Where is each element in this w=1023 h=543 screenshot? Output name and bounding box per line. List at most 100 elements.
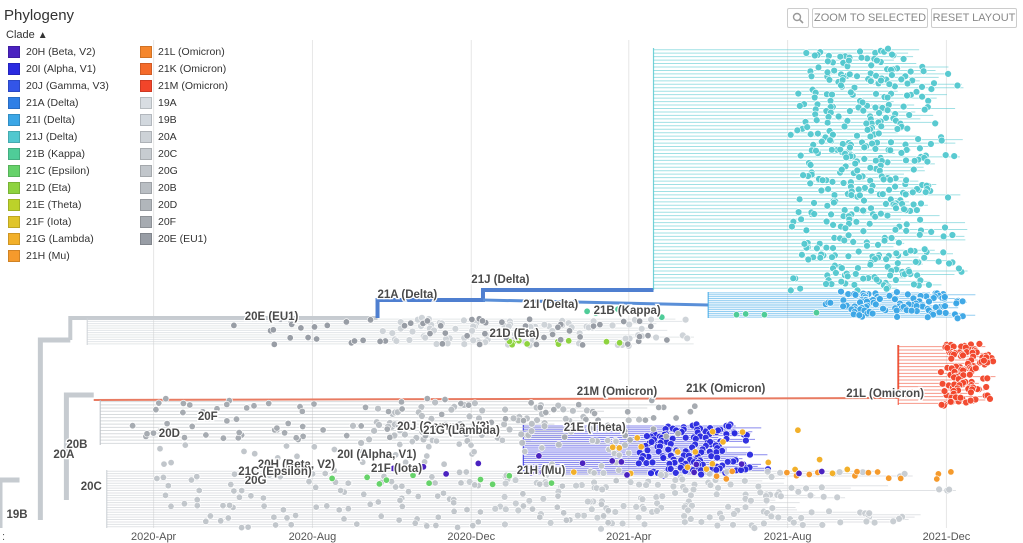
tip[interactable] (467, 441, 475, 449)
tip[interactable] (500, 493, 509, 501)
legend-item[interactable]: 21H (Mu) (8, 250, 70, 264)
tip[interactable] (616, 339, 624, 347)
tip[interactable] (349, 422, 357, 430)
tip[interactable] (382, 476, 390, 484)
tip[interactable] (468, 315, 476, 323)
tip[interactable] (672, 469, 680, 477)
tip[interactable] (847, 191, 855, 199)
tip[interactable] (899, 55, 908, 63)
tip[interactable] (671, 489, 679, 497)
tip[interactable] (794, 488, 802, 496)
tip[interactable] (547, 479, 555, 487)
tip[interactable] (388, 329, 396, 337)
tip[interactable] (806, 161, 815, 169)
legend-item[interactable]: 21L (Omicron) (140, 46, 225, 60)
tip[interactable] (340, 515, 348, 523)
tip[interactable] (760, 519, 768, 528)
tip[interactable] (521, 447, 529, 455)
tip[interactable] (829, 244, 837, 252)
tip[interactable] (604, 519, 612, 527)
tip[interactable] (159, 473, 167, 481)
tip[interactable] (465, 401, 473, 409)
tip[interactable] (642, 459, 651, 467)
tip[interactable] (944, 70, 952, 78)
tip[interactable] (918, 83, 926, 91)
tip[interactable] (903, 124, 911, 133)
tip[interactable] (554, 401, 562, 410)
tip[interactable] (802, 49, 810, 57)
tip[interactable] (690, 468, 698, 476)
legend-item[interactable]: 20I (Alpha, V1) (8, 63, 96, 77)
tip[interactable] (814, 129, 822, 138)
tip[interactable] (647, 469, 655, 477)
tip[interactable] (392, 451, 400, 459)
tip[interactable] (902, 176, 910, 184)
tip[interactable] (796, 284, 804, 293)
tip[interactable] (712, 490, 721, 499)
tip[interactable] (569, 407, 577, 415)
tip[interactable] (822, 217, 831, 226)
tip[interactable] (474, 518, 482, 526)
tip[interactable] (609, 443, 617, 451)
tip[interactable] (777, 492, 785, 500)
tip[interactable] (817, 186, 826, 195)
tip[interactable] (797, 215, 805, 224)
tip[interactable] (867, 77, 875, 85)
tip[interactable] (397, 398, 405, 406)
tip[interactable] (310, 400, 318, 408)
tip[interactable] (879, 175, 888, 184)
tip[interactable] (767, 473, 776, 481)
tip[interactable] (597, 500, 605, 508)
tip[interactable] (709, 428, 717, 436)
tip[interactable] (594, 416, 602, 424)
tip[interactable] (844, 231, 853, 239)
tip[interactable] (635, 480, 643, 489)
tip[interactable] (674, 448, 682, 456)
zoom-to-selected-button[interactable]: ZOOM TO SELECTED (812, 8, 928, 28)
tip[interactable] (892, 306, 901, 315)
tip[interactable] (830, 191, 839, 199)
tip[interactable] (180, 500, 188, 508)
tip[interactable] (810, 93, 819, 102)
tip[interactable] (724, 422, 733, 430)
tip[interactable] (852, 218, 861, 226)
tip[interactable] (580, 511, 588, 520)
tip[interactable] (626, 436, 634, 444)
tip[interactable] (742, 310, 750, 318)
tip[interactable] (874, 468, 882, 476)
tip[interactable] (910, 280, 918, 289)
tip[interactable] (489, 480, 497, 488)
tip[interactable] (901, 190, 910, 199)
tip[interactable] (615, 444, 623, 452)
tip[interactable] (359, 458, 367, 466)
zoom-icon-button[interactable] (787, 8, 809, 28)
tip[interactable] (874, 241, 882, 249)
tip[interactable] (404, 488, 412, 496)
tip[interactable] (860, 196, 868, 205)
tip[interactable] (674, 430, 682, 438)
tip[interactable] (335, 506, 343, 514)
legend-item[interactable]: 21A (Delta) (8, 97, 79, 111)
tip[interactable] (523, 340, 531, 348)
tip[interactable] (615, 451, 623, 459)
legend-item[interactable]: 20G (140, 165, 178, 179)
tip[interactable] (457, 399, 465, 407)
tip[interactable] (276, 315, 284, 323)
tip[interactable] (408, 438, 416, 446)
tip[interactable] (321, 469, 329, 477)
tip[interactable] (478, 431, 486, 439)
tip[interactable] (894, 259, 902, 267)
tip[interactable] (859, 227, 868, 235)
tip[interactable] (552, 467, 560, 475)
tip[interactable] (893, 313, 901, 321)
legend-item[interactable]: 21F (Iota) (8, 216, 72, 230)
tip[interactable] (353, 520, 361, 528)
tip[interactable] (909, 200, 918, 209)
tip[interactable] (219, 434, 227, 442)
tip[interactable] (293, 452, 301, 460)
tip[interactable] (880, 237, 889, 245)
tip[interactable] (421, 334, 429, 342)
tip[interactable] (608, 457, 616, 465)
tip[interactable] (923, 313, 932, 321)
tip[interactable] (574, 511, 582, 520)
